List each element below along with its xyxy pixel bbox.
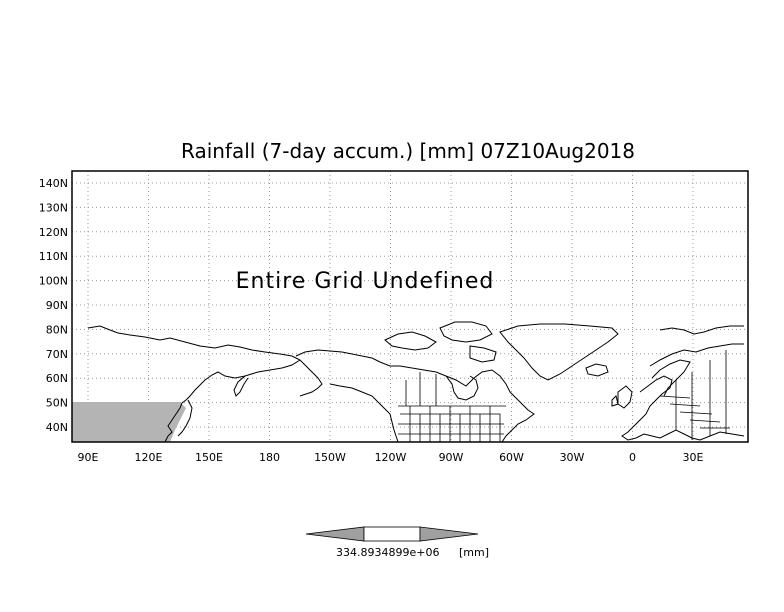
longitude-label: 60W (499, 451, 524, 464)
asia-coastline (87, 325, 301, 443)
coastlines (87, 321, 745, 443)
greenland-coastline (499, 323, 619, 381)
chart-title: Rainfall (7-day accum.) [mm] 07Z10Aug201… (181, 139, 635, 163)
latitude-label: 100N (39, 275, 68, 288)
colorbar: 334.8934899e+06 [mm] (305, 526, 489, 559)
colorbar-value-label: 334.8934899e+06 (336, 546, 439, 559)
arctic-archipelago-coastline (384, 321, 497, 363)
colorbar-unit-label: [mm] (459, 546, 489, 559)
latitude-label: 130N (39, 201, 68, 214)
colorbar-box (363, 526, 421, 542)
europe-coastline (621, 325, 745, 441)
alaska-coastline (295, 349, 381, 403)
latitude-label: 60N (46, 372, 68, 385)
longitude-label: 120E (135, 451, 163, 464)
british-isles-coastline (611, 385, 633, 409)
longitude-label: 90W (439, 451, 464, 464)
longitude-label: 150E (195, 451, 223, 464)
latitude-label: 120N (39, 226, 68, 239)
latitude-label: 40N (46, 421, 68, 434)
left-triangle-icon (305, 526, 365, 542)
latitude-label: 90N (46, 299, 68, 312)
longitude-label: 0 (629, 451, 636, 464)
longitude-label: 150W (314, 451, 346, 464)
iceland-coastline (585, 363, 609, 377)
north-america-coastline (377, 361, 535, 443)
right-triangle-icon (419, 526, 479, 542)
latitude-label: 80N (46, 323, 68, 336)
political-borders (398, 350, 730, 442)
undefined-grid-message: Entire Grid Undefined (236, 269, 495, 294)
latitude-label: 50N (46, 397, 68, 410)
longitude-label: 120W (375, 451, 407, 464)
longitude-label: 180 (259, 451, 280, 464)
shaded-data-region (72, 402, 186, 442)
scandinavia-coastline (651, 359, 691, 397)
latitude-label: 70N (46, 348, 68, 361)
longitude-label: 90E (78, 451, 99, 464)
hudson-bay-coastline (445, 375, 479, 401)
graticule (72, 171, 748, 442)
latitude-labels: 140N 130N 120N 110N 100N 90N 80N 70N 60N 50N 40N (39, 177, 68, 434)
longitude-label: 30E (683, 451, 704, 464)
latitude-label: 110N (39, 250, 68, 263)
plot-frame (71, 170, 749, 443)
japan-coastline (177, 399, 193, 437)
longitude-label: 30W (560, 451, 585, 464)
latitude-label: 140N (39, 177, 68, 190)
kamchatka-coastline (233, 375, 249, 397)
longitude-labels: 90E 120E 150E 180 150W 120W 90W 60W 30W 0 30E (78, 451, 704, 464)
